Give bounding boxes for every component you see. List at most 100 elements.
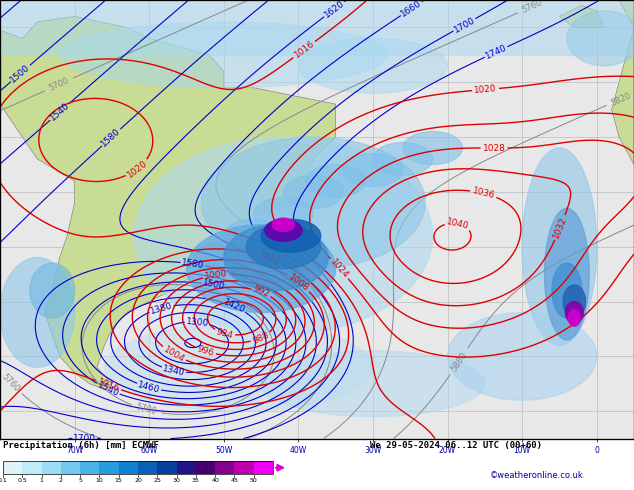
Text: 1540: 1540 (48, 101, 71, 123)
Bar (215, 461, 235, 474)
Polygon shape (265, 220, 302, 241)
Polygon shape (60, 22, 388, 88)
Polygon shape (272, 218, 295, 231)
Text: 1340: 1340 (162, 364, 186, 377)
Text: 1620: 1620 (322, 0, 346, 20)
Text: 30: 30 (172, 478, 181, 483)
Polygon shape (261, 220, 321, 252)
Polygon shape (202, 137, 425, 269)
Text: 1540: 1540 (96, 380, 120, 398)
Text: 35: 35 (192, 478, 200, 483)
Polygon shape (134, 137, 432, 334)
Text: 5700: 5700 (48, 76, 70, 93)
Polygon shape (552, 263, 582, 318)
Polygon shape (343, 153, 403, 186)
Polygon shape (559, 5, 604, 27)
Text: 1036: 1036 (471, 186, 496, 200)
Text: 5: 5 (78, 478, 82, 483)
Text: 0.1: 0.1 (0, 478, 8, 483)
Polygon shape (0, 17, 335, 389)
Polygon shape (194, 241, 254, 274)
Text: 984: 984 (216, 327, 234, 340)
Polygon shape (246, 225, 321, 269)
Text: 1740: 1740 (484, 43, 508, 61)
Text: 5700: 5700 (135, 403, 158, 417)
Polygon shape (254, 197, 313, 230)
Text: We 29-05-2024 06..12 UTC (00+60): We 29-05-2024 06..12 UTC (00+60) (370, 441, 542, 449)
Polygon shape (299, 38, 448, 93)
Text: 1420: 1420 (222, 298, 246, 315)
Bar (235, 461, 254, 474)
Text: 1032: 1032 (552, 215, 569, 240)
Text: 1028: 1028 (482, 144, 505, 152)
Text: 992: 992 (251, 285, 271, 299)
Bar (157, 461, 177, 474)
Text: 50: 50 (250, 478, 257, 483)
Text: 1004: 1004 (162, 344, 186, 364)
Text: 5880: 5880 (450, 350, 469, 373)
Text: 15: 15 (115, 478, 122, 483)
Text: ©weatheronline.co.uk: ©weatheronline.co.uk (490, 471, 584, 480)
Bar (100, 461, 119, 474)
Polygon shape (373, 143, 432, 175)
Text: 1040: 1040 (446, 217, 470, 231)
Text: 1016: 1016 (292, 39, 316, 60)
Text: 5760: 5760 (0, 372, 22, 393)
Text: 1016: 1016 (96, 377, 120, 393)
Polygon shape (563, 285, 586, 318)
Text: Precipitation (6h) [mm] ECMWF: Precipitation (6h) [mm] ECMWF (3, 441, 159, 449)
Polygon shape (522, 148, 597, 345)
Text: 1008: 1008 (287, 272, 311, 293)
Polygon shape (566, 301, 583, 323)
Text: 5760: 5760 (521, 0, 544, 15)
Text: 1580: 1580 (181, 258, 205, 270)
Text: 20: 20 (134, 478, 142, 483)
Text: 1580: 1580 (100, 126, 122, 148)
Text: 1000: 1000 (204, 270, 228, 281)
Polygon shape (567, 11, 634, 66)
Polygon shape (224, 220, 283, 252)
Polygon shape (306, 165, 365, 197)
Text: 40: 40 (211, 478, 219, 483)
Polygon shape (568, 310, 580, 326)
Polygon shape (448, 313, 597, 400)
Text: 5820: 5820 (609, 91, 632, 107)
Polygon shape (0, 258, 75, 368)
Text: 45: 45 (231, 478, 238, 483)
Polygon shape (545, 208, 589, 340)
Polygon shape (612, 0, 634, 165)
Polygon shape (186, 225, 335, 313)
Text: 1460: 1460 (137, 380, 161, 394)
Bar (61, 461, 80, 474)
Text: 1700: 1700 (74, 434, 96, 443)
Text: 1020: 1020 (474, 84, 497, 95)
Text: 1380: 1380 (149, 301, 174, 316)
Polygon shape (283, 175, 343, 208)
Text: 25: 25 (153, 478, 161, 483)
Bar (80, 461, 100, 474)
Text: 1300: 1300 (185, 317, 209, 328)
Bar (119, 461, 138, 474)
Polygon shape (105, 323, 373, 411)
Text: 1700: 1700 (452, 15, 477, 34)
Text: 996: 996 (196, 344, 216, 358)
Text: 0.5: 0.5 (17, 478, 27, 483)
Bar (22, 461, 42, 474)
Text: 10: 10 (96, 478, 103, 483)
Text: 2: 2 (59, 478, 63, 483)
Bar (138, 461, 157, 474)
Bar (196, 461, 215, 474)
Bar (42, 461, 61, 474)
Polygon shape (261, 351, 485, 416)
Text: 1024: 1024 (328, 257, 350, 280)
Bar (3, 461, 22, 474)
Polygon shape (403, 132, 462, 165)
Bar (254, 461, 273, 474)
Text: 1: 1 (40, 478, 44, 483)
Bar (3, 461, 273, 474)
Text: 1020: 1020 (126, 158, 149, 179)
Polygon shape (224, 225, 328, 291)
Text: 1660: 1660 (399, 0, 424, 19)
Text: 1500: 1500 (202, 279, 226, 292)
Bar (177, 461, 196, 474)
